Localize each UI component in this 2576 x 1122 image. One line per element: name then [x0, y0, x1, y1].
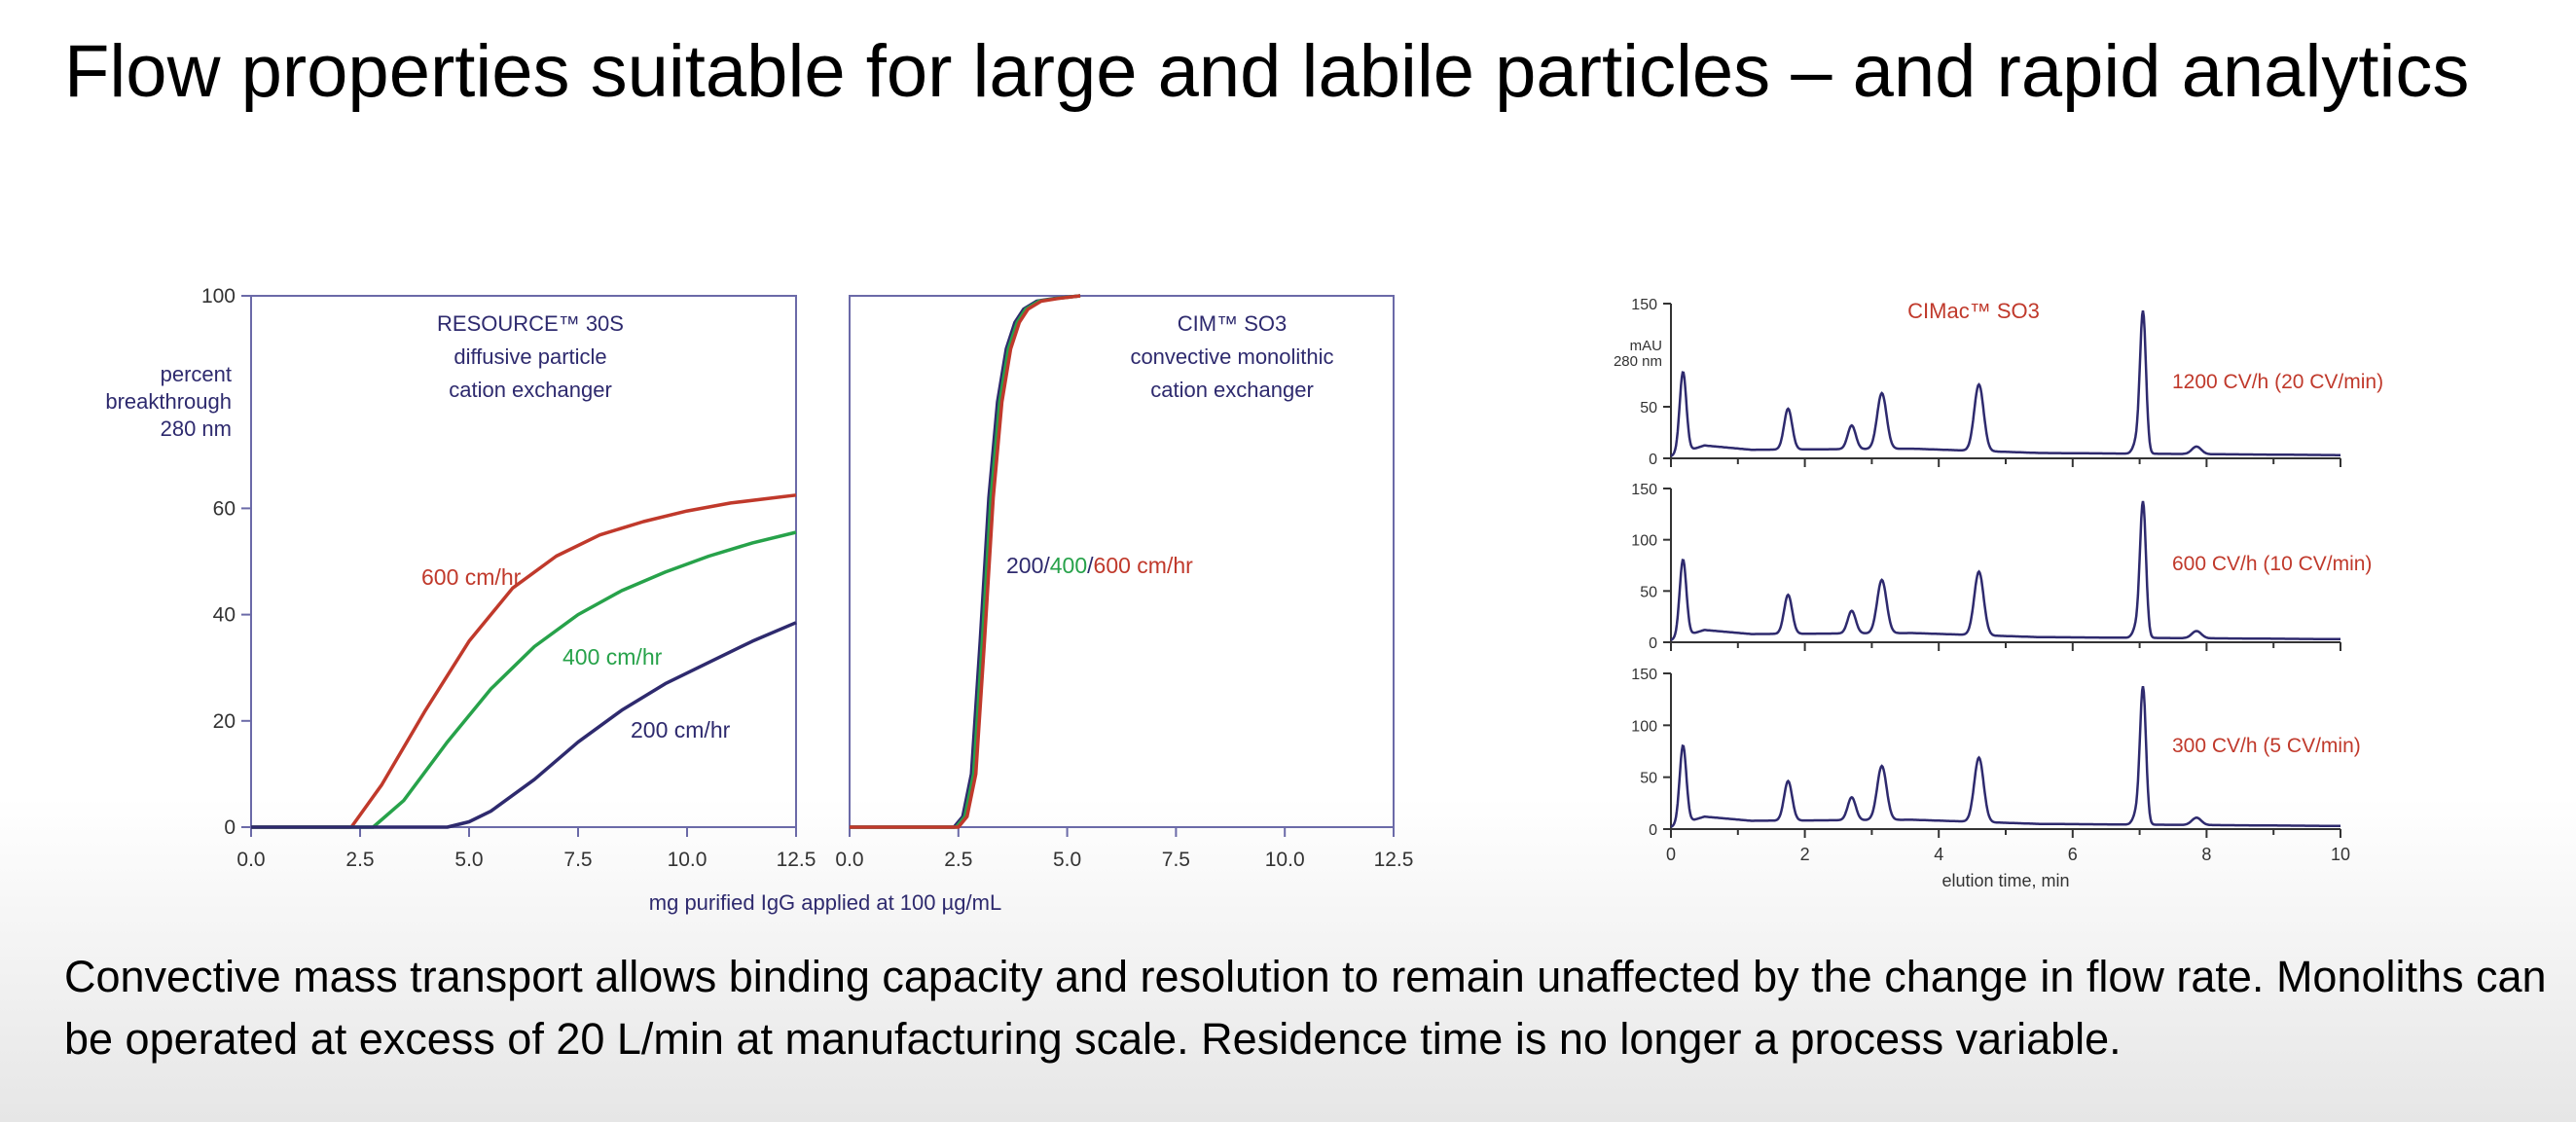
y-tick-label: 20	[213, 710, 236, 733]
y-axis-label: 280 nm	[1614, 353, 1662, 370]
slide-title: Flow properties suitable for large and l…	[64, 30, 2470, 113]
y-tick-label: 100	[1631, 718, 1657, 735]
chart-title-line: cation exchanger	[449, 378, 612, 402]
y-tick-label: 0	[1649, 452, 1657, 468]
chart-title-line: convective monolithic	[1130, 344, 1333, 369]
series-legend-label: 200/400/600 cm/hr	[1006, 553, 1193, 578]
panel-flow-label: 1200 CV/h (20 CV/min)	[2172, 371, 2383, 393]
x-tick-label: 7.5	[1162, 849, 1190, 871]
x-tick-label: 5.0	[454, 849, 483, 871]
x-tick-label: 6	[2068, 845, 2078, 864]
x-tick-label: 12.5	[777, 849, 816, 871]
panel-flow-label: 300 CV/h (5 CV/min)	[2172, 735, 2361, 757]
chart-title-line: RESOURCE™ 30S	[437, 311, 624, 336]
series-legend-part: 200	[1006, 553, 1043, 578]
chromatogram-trace	[1670, 500, 2340, 641]
x-tick-label: 12.5	[1374, 849, 1414, 871]
x-tick-label: 2.5	[944, 849, 972, 871]
chart-title-line: cation exchanger	[1150, 378, 1314, 402]
footer-gradient	[0, 798, 2576, 1122]
y-tick-label: 50	[1640, 400, 1657, 416]
series-legend-part: 600 cm/hr	[1094, 553, 1194, 578]
series-legend-part: /	[1043, 553, 1050, 578]
x-tick-label: 10.0	[1265, 849, 1305, 871]
series-legend-part: /	[1087, 553, 1094, 578]
y-tick-label: 50	[1640, 771, 1657, 787]
chart-resource-30s: 0.0 2.5 5.0 7.5 10.0 12.5 0 20 40 60 100 RESOURCE™ …	[105, 285, 1001, 915]
x-tick-label: 8	[2201, 845, 2211, 864]
chromatogram-trace	[1670, 309, 2340, 457]
x-tick-label: 10.0	[668, 849, 707, 871]
x-axis-label: mg purified IgG applied at 100 µg/mL	[649, 890, 1001, 915]
y-tick-label: 150	[1631, 482, 1657, 498]
chromatogram-trace	[1670, 685, 2340, 828]
slide-caption: Convective mass transport allows binding…	[64, 952, 2547, 1064]
y-tick-label: 150	[1631, 297, 1657, 313]
plot-frame	[849, 295, 1395, 828]
series-line	[251, 530, 797, 829]
y-tick-label: 0	[1649, 635, 1657, 652]
series-legend-part: 400	[1050, 553, 1087, 578]
series-label: 600 cm/hr	[421, 564, 522, 590]
chart-cim-so3: 0.0 2.5 5.0 7.5 10.0 12.5 CIM™ SO3 convective m…	[835, 294, 1414, 871]
y-axis-label: breakthrough	[105, 389, 232, 414]
panel-flow-label: 600 CV/h (10 CV/min)	[2172, 553, 2372, 575]
x-tick-label: 5.0	[1053, 849, 1081, 871]
y-tick-label: 100	[1631, 533, 1657, 550]
charts-canvas: 0.0 2.5 5.0 7.5 10.0 12.50204060100RESOURCE™ …	[105, 285, 2383, 915]
series-label: 400 cm/hr	[562, 644, 663, 670]
y-tick-label: 0	[1649, 822, 1657, 839]
series-line	[251, 493, 797, 829]
series-line	[251, 621, 797, 829]
x-tick-label: 2.5	[345, 849, 374, 871]
series-line	[850, 294, 1081, 829]
y-axis-label: percent	[161, 362, 232, 386]
x-tick-label: 0	[1666, 845, 1676, 864]
chart-title-line: diffusive particle	[454, 344, 606, 369]
plot-frame	[250, 295, 797, 828]
y-tick-label: 0	[224, 816, 236, 839]
y-axis-label: mAU	[1630, 338, 1662, 354]
x-axis-label: elution time, min	[1941, 871, 2069, 890]
y-axis-label: 280 nm	[161, 416, 232, 441]
y-tick-label: 100	[201, 285, 236, 308]
y-tick-label: 40	[213, 604, 236, 627]
x-tick-label: 0.0	[236, 849, 265, 871]
x-tick-label: 0.0	[835, 849, 863, 871]
x-tick-label: 7.5	[563, 849, 592, 871]
x-tick-label: 4	[1934, 845, 1943, 864]
y-tick-label: 50	[1640, 584, 1657, 600]
chart-title-line: CIM™ SO3	[1178, 311, 1287, 336]
chart-title: CIMac™ SO3	[1907, 299, 2040, 323]
x-tick-label: 10	[2331, 845, 2350, 864]
series-label: 200 cm/hr	[631, 717, 731, 742]
y-tick-label: 60	[213, 497, 236, 520]
x-tick-label: 2	[1800, 845, 1810, 864]
y-tick-label: 150	[1631, 667, 1657, 683]
